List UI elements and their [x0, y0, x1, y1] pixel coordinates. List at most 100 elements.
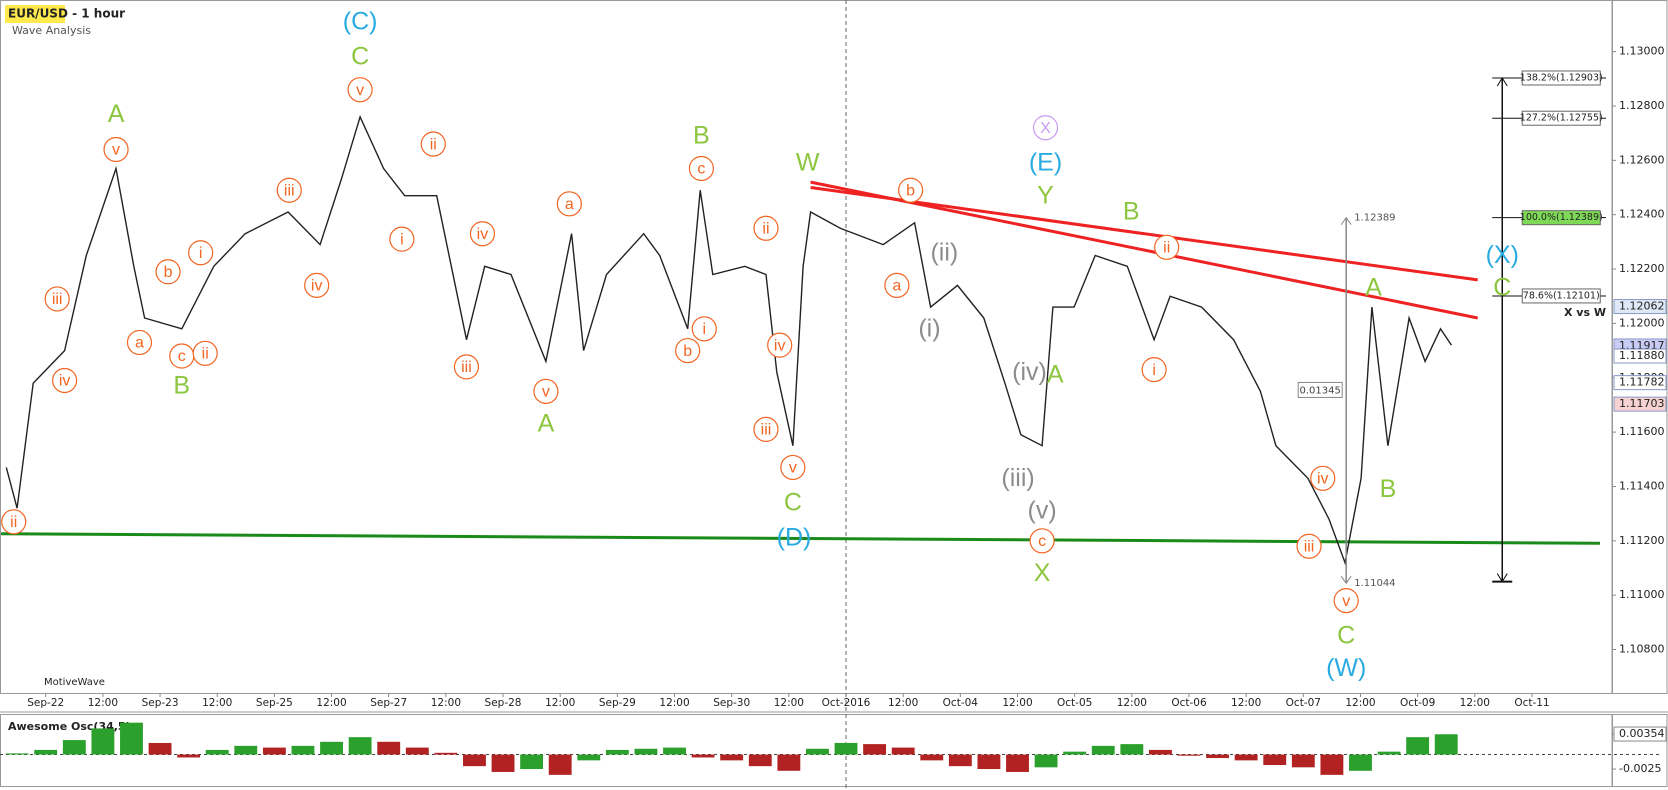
symbol-highlight [5, 5, 65, 23]
measure-high-label: 1.12389 [1354, 213, 1395, 224]
osc-bar [1034, 754, 1058, 768]
osc-bar [91, 728, 115, 755]
y-tick-label: 1.12000 [1619, 316, 1665, 329]
measure-arrow [1340, 216, 1352, 225]
osc-bar [834, 742, 858, 755]
wave-label: iv [311, 278, 323, 295]
wave-label: c [178, 348, 186, 365]
osc-bar [663, 747, 686, 755]
osc-bar [205, 749, 229, 755]
osc-bar [434, 752, 458, 755]
y-tick-label: 1.12200 [1619, 262, 1665, 275]
wave-circle [126, 329, 153, 356]
wave-label: (v) [1028, 497, 1057, 525]
wave-circle [276, 177, 302, 203]
wave-circle [688, 155, 714, 182]
osc-bar [5, 753, 29, 755]
x-tick-label: Sep-28 [485, 697, 522, 709]
wave-label: (iii) [1001, 464, 1034, 492]
wave-label: X [1040, 120, 1051, 137]
osc-bar [405, 747, 429, 755]
osc-bar [1091, 745, 1115, 755]
osc-bar [1177, 754, 1201, 756]
wave-label: a [135, 335, 144, 352]
x-tick-label: Oct-07 [1286, 697, 1321, 709]
wave-circle [675, 337, 701, 364]
osc-bar [1320, 754, 1344, 775]
wave-label: C [1493, 274, 1511, 302]
price-tag [1613, 375, 1667, 391]
price-tag [1613, 348, 1667, 364]
x-tick-label: Oct-05 [1057, 697, 1092, 709]
osc-bar [748, 754, 772, 767]
osc-bar [548, 754, 572, 775]
osc-bar [948, 754, 972, 767]
osc-bar [1291, 754, 1315, 768]
wave-label: c [697, 161, 705, 178]
wave-circle [420, 131, 446, 157]
wave-label: i [400, 231, 404, 248]
wave-circle [188, 240, 214, 266]
osc-bar [891, 747, 915, 755]
x-tick-label: 12:00 [545, 697, 575, 709]
measure-low-label: 1.11044 [1354, 578, 1395, 589]
fib-label: 127.2%(1.12755) [1520, 113, 1603, 124]
osc-bar [320, 741, 343, 755]
x-tick-label: 12:00 [774, 697, 804, 709]
wave-label: (iv) [1012, 358, 1047, 386]
wave-label: B [693, 121, 710, 149]
x-tick-label: 12:00 [202, 697, 232, 709]
wave-label: b [906, 182, 915, 199]
wave-label: ii [202, 346, 209, 363]
osc-bar [1206, 754, 1230, 759]
x-tick-label: 12:00 [659, 697, 689, 709]
wave-label: iv [477, 226, 489, 243]
fib-label: 100.0%(1.12389) [1520, 212, 1603, 223]
osc-bar [1063, 751, 1087, 755]
x-tick-label: 12:00 [888, 697, 918, 709]
wave-circle [780, 454, 806, 481]
osc-bar [1006, 754, 1029, 772]
osc-bar [291, 745, 315, 755]
y-tick-label: 1.10800 [1619, 643, 1665, 656]
wave-circle [1333, 587, 1359, 614]
wave-circle [1029, 528, 1055, 554]
wave-label: B [173, 372, 190, 400]
wave-circle [1296, 533, 1322, 559]
wave-label: v [542, 384, 550, 401]
osc-bar [1406, 737, 1430, 755]
fib-label: 138.2%(1.12903) [1520, 72, 1603, 83]
osc-bar [577, 754, 601, 761]
fib-name: X vs W [1564, 306, 1606, 319]
trend-line [810, 180, 1478, 320]
osc-bar [863, 744, 887, 755]
wave-label: ii [762, 221, 769, 238]
wave-label: ii [1163, 240, 1170, 257]
osc-bar [806, 748, 829, 755]
x-tick-label: 12:00 [1002, 697, 1032, 709]
osc-bar [1234, 754, 1258, 761]
y-tick-label: 1.11000 [1619, 588, 1665, 601]
osc-bar [377, 741, 401, 755]
wave-label: iv [1317, 471, 1329, 488]
x-tick-label: Sep-25 [256, 697, 293, 709]
y-tick-label: 0.00354 [1619, 727, 1665, 740]
wave-circle [1, 509, 27, 535]
wave-label: (C) [343, 7, 378, 35]
osc-bar [634, 748, 658, 755]
watermark: MotiveWave [44, 677, 105, 688]
osc-bar [34, 749, 58, 755]
osc-bar [605, 749, 629, 755]
wave-label: a [892, 278, 901, 295]
osc-bar [1434, 734, 1458, 755]
wave-circle [389, 226, 415, 252]
fib-label-box [1521, 70, 1601, 86]
price-tag-label: 1.11782 [1619, 376, 1665, 389]
price-axis-frame [1611, 0, 1668, 694]
wave-circle [469, 221, 496, 247]
osc-bar [348, 737, 372, 755]
wave-circle [691, 316, 717, 342]
wave-label: (D) [777, 524, 812, 552]
wave-circle [898, 177, 924, 203]
